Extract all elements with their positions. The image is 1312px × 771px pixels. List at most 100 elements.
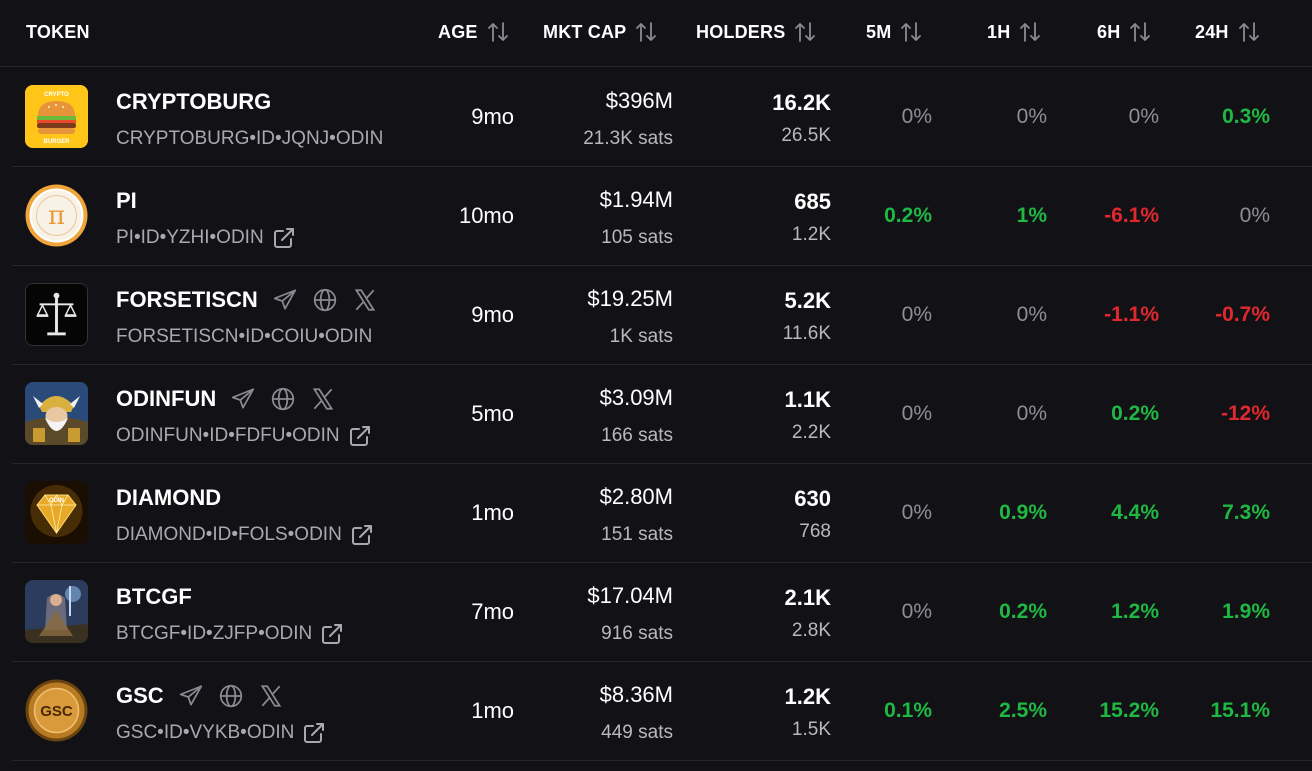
token-holders-secondary: 11.6K <box>782 323 831 344</box>
logo-text: π <box>48 201 65 231</box>
external-link-icon[interactable] <box>348 424 372 448</box>
sort-arrows-icon[interactable] <box>1237 21 1261 43</box>
globe-icon[interactable] <box>312 287 338 313</box>
sort-arrows-icon[interactable] <box>899 21 923 43</box>
header-holders[interactable]: HOLDERS <box>696 20 817 44</box>
x-icon[interactable] <box>258 683 284 709</box>
external-link-icon[interactable] <box>302 721 326 745</box>
token-ticker: FORSETISCN•ID•COIU•ODIN <box>116 326 373 347</box>
header-6h-label: 6H <box>1097 21 1121 42</box>
table-row[interactable]: BTCGF BTCGF•ID•ZJFP•ODIN 7mo $17.04M 916… <box>12 563 1312 662</box>
table-row[interactable]: FORSETISCN FORSETISCN•ID•COIU•ODIN 9mo $… <box>12 266 1312 365</box>
change-1h: 0% <box>1016 402 1047 425</box>
token-name-row: DIAMOND <box>116 484 221 512</box>
header-mkt-cap[interactable]: MKT CAP <box>543 20 658 44</box>
external-link-icon[interactable] <box>272 226 296 250</box>
token-age: 5mo <box>471 401 514 426</box>
token-holders-secondary: 2.2K <box>791 422 831 443</box>
table-row[interactable]: GSC GSC GSC•ID•VYKB•ODIN 1mo $8.36M 449 … <box>12 662 1312 761</box>
external-link-icon[interactable] <box>350 523 374 547</box>
sort-arrows-icon[interactable] <box>793 21 817 43</box>
token-name-row: GSC <box>116 682 284 710</box>
token-mkt-cap: $17.04M <box>587 583 673 608</box>
globe-icon[interactable] <box>270 386 296 412</box>
token-logo: CRYPTO BURGER <box>25 85 88 148</box>
change-5m: 0.1% <box>884 699 932 722</box>
change-24h: 1.9% <box>1222 600 1270 623</box>
change-6h: 4.4% <box>1111 501 1159 524</box>
gsc-coin-icon: GSC <box>25 679 88 742</box>
token-name[interactable]: FORSETISCN <box>116 287 258 312</box>
token-price-sats: 1K sats <box>609 326 673 347</box>
header-1h[interactable]: 1H <box>987 20 1042 44</box>
token-ticker: PI•ID•YZHI•ODIN <box>116 227 264 248</box>
token-price-sats: 21.3K sats <box>583 128 673 149</box>
sort-arrows-icon[interactable] <box>486 21 510 43</box>
token-ticker-row: BTCGF•ID•ZJFP•ODIN <box>116 622 344 646</box>
token-name[interactable]: ODINFUN <box>116 386 217 411</box>
globe-icon[interactable] <box>218 683 244 709</box>
header-24h[interactable]: 24H <box>1195 20 1261 44</box>
pi-coin-icon: π <box>25 184 88 247</box>
token-name[interactable]: CRYPTOBURG <box>116 89 272 114</box>
token-holders-secondary: 2.8K <box>791 620 831 641</box>
token-price-sats: 166 sats <box>601 425 673 446</box>
token-price-sats: 105 sats <box>601 227 673 248</box>
change-6h: 0.2% <box>1111 402 1159 425</box>
x-icon[interactable] <box>352 287 378 313</box>
token-name[interactable]: DIAMOND <box>116 485 222 510</box>
token-holders: 1.1K <box>784 387 831 412</box>
token-ticker-row: CRYPTOBURG•ID•JQNJ•ODIN <box>116 127 383 151</box>
warrior-icon <box>25 580 88 643</box>
sort-arrows-icon[interactable] <box>1128 21 1152 43</box>
table-row[interactable]: ODIN DIAMOND DIAMOND•ID•FOLS•ODIN 1mo $2… <box>12 464 1312 563</box>
x-icon[interactable] <box>310 386 336 412</box>
sort-arrows-icon[interactable] <box>634 21 658 43</box>
token-name[interactable]: BTCGF <box>116 584 192 609</box>
token-price-sats: 916 sats <box>601 623 673 644</box>
scales-icon <box>26 284 87 345</box>
token-ticker: ODINFUN•ID•FDFU•ODIN <box>116 425 340 446</box>
logo-text-bottom: BURGER <box>43 139 70 145</box>
change-1h: 1% <box>1016 204 1047 227</box>
token-name-row: FORSETISCN <box>116 286 378 314</box>
table-row[interactable]: π PI PI•ID•YZHI•ODIN 10mo $1.94M 105 sat… <box>12 167 1312 266</box>
header-6h[interactable]: 6H <box>1097 20 1152 44</box>
logo-text-top: CRYPTO <box>44 92 69 98</box>
token-logo <box>25 382 88 445</box>
change-1h: 2.5% <box>999 699 1047 722</box>
external-link-icon[interactable] <box>320 622 344 646</box>
odin-warrior-icon <box>25 382 88 445</box>
telegram-icon[interactable] <box>230 386 256 412</box>
telegram-icon[interactable] <box>178 683 204 709</box>
token-mkt-cap: $2.80M <box>599 484 673 509</box>
token-ticker-row: DIAMOND•ID•FOLS•ODIN <box>116 523 374 547</box>
header-5m[interactable]: 5M <box>866 20 923 44</box>
token-name[interactable]: PI <box>116 188 137 213</box>
header-age[interactable]: AGE <box>438 20 510 44</box>
token-name[interactable]: GSC <box>116 683 164 708</box>
token-ticker-row: FORSETISCN•ID•COIU•ODIN <box>116 325 372 349</box>
token-age: 7mo <box>471 599 514 624</box>
token-holders: 630 <box>794 486 831 511</box>
change-1h: 0% <box>1016 303 1047 326</box>
token-holders: 2.1K <box>784 585 831 610</box>
burger-icon: CRYPTO BURGER <box>25 85 88 148</box>
table-row[interactable]: CRYPTO BURGER CRYPTOBURG CRYPTOBURG•ID•J… <box>12 68 1312 167</box>
token-logo <box>25 580 88 643</box>
change-5m: 0.2% <box>884 204 932 227</box>
table-row[interactable]: ODINFUN ODINFUN•ID•FDFU•ODIN 5mo $3.09M … <box>12 365 1312 464</box>
telegram-icon[interactable] <box>272 287 298 313</box>
header-holders-label: HOLDERS <box>696 21 786 42</box>
token-logo: GSC <box>25 679 88 742</box>
sort-arrows-icon[interactable] <box>1018 21 1042 43</box>
token-price-sats: 449 sats <box>601 722 673 743</box>
token-name-row: CRYPTOBURG <box>116 88 271 116</box>
change-5m: 0% <box>901 303 932 326</box>
token-logo <box>25 283 88 346</box>
token-ticker: CRYPTOBURG•ID•JQNJ•ODIN <box>116 128 384 149</box>
token-holders: 5.2K <box>784 288 831 313</box>
token-price-sats: 151 sats <box>601 524 673 545</box>
change-5m: 0% <box>901 600 932 623</box>
token-holders-secondary: 768 <box>799 521 831 542</box>
